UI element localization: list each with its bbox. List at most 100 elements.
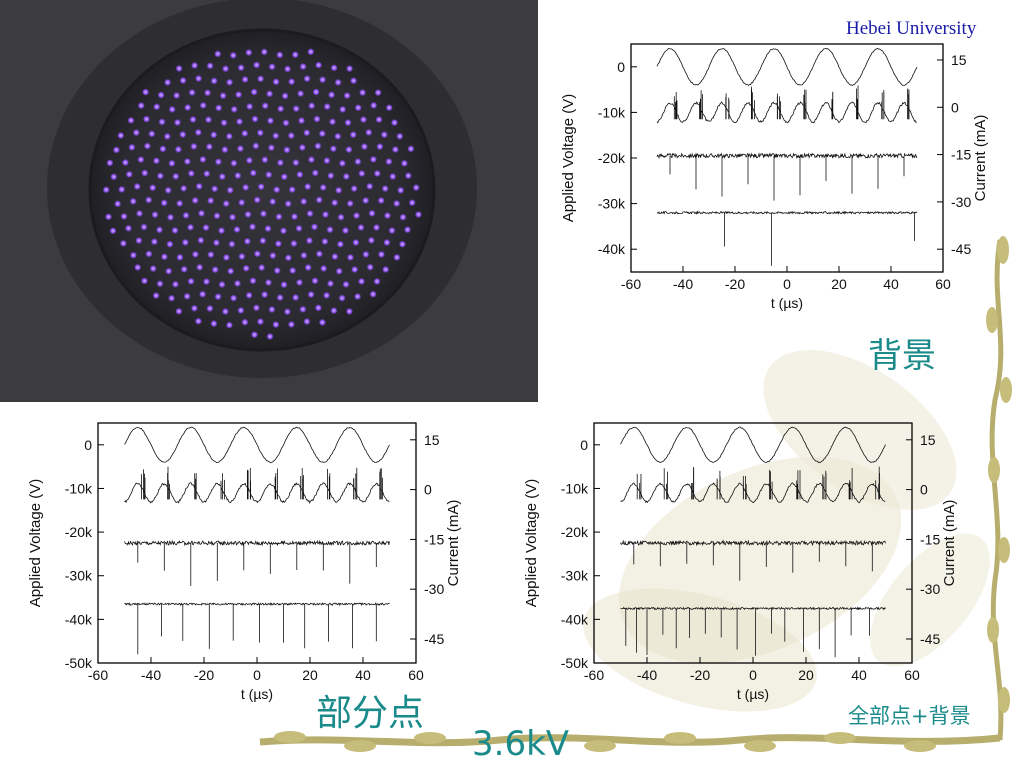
discharge-spot [295,224,303,232]
discharge-spot [349,131,357,139]
discharge-spot [176,199,184,207]
discharge-spot [203,170,211,178]
y-tick-label: -20k [598,150,626,166]
discharge-spot [205,143,213,151]
discharge-spot [160,199,168,207]
discharge-spot [339,105,347,113]
x-tick-label: 60 [935,276,951,292]
discharge-spot [295,278,304,286]
discharge-spot [284,200,292,208]
discharge-spot [183,157,191,166]
discharge-spot [171,226,179,234]
discharge-spot [243,237,251,245]
x-tick-label: -60 [584,667,604,683]
discharge-spot [276,51,284,59]
discharge-spot [250,331,259,339]
discharge-spot [390,119,399,127]
label-all-spots-background: 全部点+背景 [848,704,971,728]
discharge-spot [145,196,153,204]
discharge-spot [291,51,299,59]
discharge-spot [369,155,377,163]
discharge-spot [287,320,295,328]
discharge-spot [374,89,382,97]
discharge-spot [329,145,337,153]
discharge-spot [202,224,210,232]
y-axis-label: Applied Voltage (V) [560,94,577,222]
discharge-spot [367,236,375,244]
discharge-spot [382,265,390,274]
label-voltage: 3.6kV [472,724,570,764]
discharge-spot [244,210,252,218]
discharge-spot [375,116,383,124]
discharge-spot [407,145,415,153]
plot-frame [630,43,944,273]
discharge-spot [188,88,196,97]
discharge-spot [284,65,292,73]
discharge-spot [304,183,312,191]
discharge-spot [257,75,265,83]
discharge-spot [141,169,149,177]
discharge-spot [109,227,117,235]
discharge-spot [183,292,191,300]
discharge-spot [280,173,288,181]
series-current-2 [124,539,390,586]
y2-tick-label: -15 [951,147,971,163]
y-tick-label: 0 [84,437,92,453]
discharge-spot [311,277,319,285]
discharge-spot [334,132,342,140]
discharge-spot [292,159,300,167]
y2-tick-label: -30 [951,194,971,210]
discharge-spot [385,104,393,112]
chart-all-spots-background: -60 -40 -20 0 20 40 60 0 -10k -20k -30k -40k -50k 15 0… [514,415,984,715]
discharge-spot [383,212,392,220]
y2-tick-label: -15 [920,531,940,547]
discharge-spot [214,293,222,301]
discharge-spot [343,92,351,100]
discharge-spot [179,130,187,139]
discharge-spot [250,88,258,96]
discharge-spot [187,169,195,177]
discharge-spot [400,159,408,167]
discharge-spot [358,169,366,178]
discharge-spot [245,291,253,299]
discharge-spot [414,210,423,219]
discharge-spot [142,88,150,96]
discharge-spot [226,78,234,86]
discharge-spot [362,196,370,205]
discharge-spot [241,75,249,84]
discharge-spot [269,252,277,260]
y2-tick-label: -30 [920,581,940,597]
x-axis-label: t (µs) [771,295,803,311]
discharge-spot [120,212,128,220]
discharge-spot [334,78,342,86]
discharge-spot [135,236,143,245]
discharge-spot [273,267,281,275]
discharge-spot [176,253,184,261]
y2-axis-label: Current (mA) [941,500,958,587]
discharge-spot [173,118,182,127]
discharge-spot [222,253,230,262]
discharge-spot [260,48,268,56]
discharge-spot [281,92,289,100]
discharge-spot [164,78,172,86]
discharge-spot [248,223,257,231]
discharge-spot [362,250,370,258]
discharge-spot [307,290,315,299]
chart-background: -60 -40 -20 0 20 40 60 0 -10k -20k -30k -40k 15 0 -15 -… [546,40,1016,330]
discharge-spot [393,253,401,261]
discharge-spot [299,305,307,313]
y-tick-label: 0 [580,437,588,453]
discharge-spot [272,321,280,329]
x-tick-label: 40 [883,276,899,292]
discharge-spot [336,240,344,248]
discharge-spot [214,158,222,166]
discharge-spot [261,156,269,164]
discharge-spot [234,172,242,180]
discharge-spot [331,199,339,207]
discharge-spot [175,64,183,73]
discharge-spot [258,264,266,272]
discharge-spot [277,105,285,113]
discharge-spot [346,253,354,261]
discharge-spot [106,159,114,167]
discharge-spot [117,131,125,140]
